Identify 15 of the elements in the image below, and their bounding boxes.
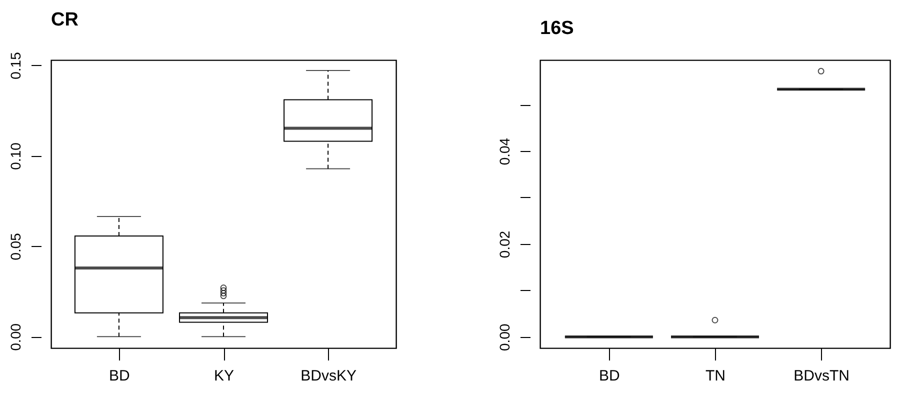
y-tick-label: 0.02 bbox=[496, 230, 512, 258]
y-tick-label: 0.05 bbox=[8, 232, 24, 260]
x-tick-label: TN bbox=[706, 368, 726, 384]
x-tick-label: KY bbox=[214, 368, 234, 384]
y-tick-label: 0.10 bbox=[8, 142, 24, 170]
x-tick-label: BDvsTN bbox=[794, 368, 850, 384]
x-tick-label: BD bbox=[599, 368, 620, 384]
y-tick-label: 0.00 bbox=[8, 323, 24, 351]
x-tick-label: BDvsKY bbox=[300, 368, 356, 384]
y-tick-label: 0.15 bbox=[8, 52, 24, 80]
x-tick-label: BD bbox=[109, 368, 130, 384]
y-tick-label: 0.00 bbox=[496, 324, 512, 351]
chart-title: CR bbox=[51, 10, 79, 31]
chart-title: 16S bbox=[540, 18, 574, 39]
y-tick-label: 0.04 bbox=[496, 138, 512, 166]
